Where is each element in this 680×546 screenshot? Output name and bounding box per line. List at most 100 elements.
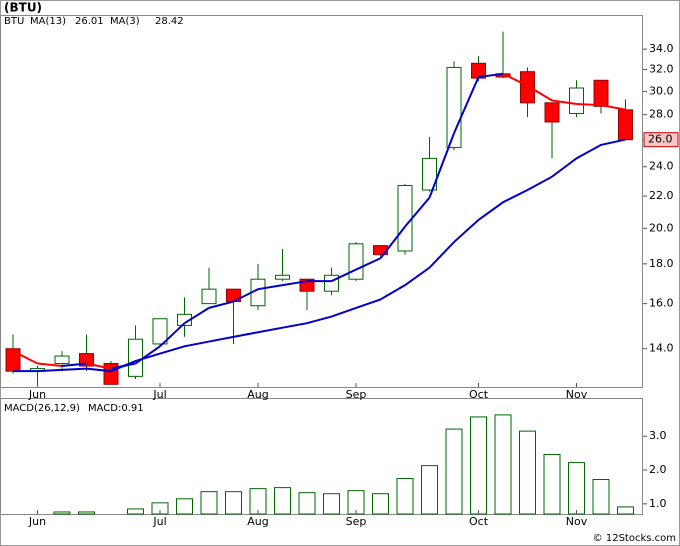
macd-bar: [592, 479, 610, 515]
y-tick-label: 2.0: [649, 463, 667, 476]
ma-segment: [37, 362, 63, 368]
macd-bar: [176, 498, 193, 515]
macd-legend: MACD:0.91: [88, 403, 144, 414]
macd-bar: [249, 488, 267, 515]
last-price-box: [643, 132, 679, 148]
ma-segment: [478, 72, 504, 79]
candle-body: [422, 157, 437, 191]
candle-body: [275, 274, 290, 280]
ma-segment: [379, 225, 406, 259]
candle-body: [593, 79, 609, 107]
y-tick-label: 32.0: [649, 63, 674, 76]
y-tick-label: 20.0: [649, 221, 674, 234]
macd-bar: [494, 414, 512, 515]
x-tick-label: Aug: [247, 515, 268, 528]
ma-segment: [61, 362, 87, 368]
macd-bar: [53, 511, 71, 515]
macd-bar: [470, 416, 487, 515]
x-tick-label: Jun: [28, 388, 46, 401]
ma-segment: [600, 104, 626, 111]
candle-body: [54, 355, 70, 365]
x-tick-label: Nov: [566, 515, 588, 528]
x-tick-label: Jul: [152, 388, 166, 401]
y-tick-label: 1.0: [649, 497, 667, 510]
ma-segment: [526, 84, 553, 102]
macd-bar: [421, 465, 438, 515]
macd-bar: [151, 502, 169, 515]
last-price-label: 26.0: [648, 133, 673, 146]
macd-bar: [519, 430, 536, 515]
candle-body: [348, 243, 364, 280]
macd-bar: [396, 477, 414, 515]
x-tick-label: Aug: [247, 388, 268, 401]
x-tick-label: Jul: [152, 515, 166, 528]
y-tick-label: 14.0: [649, 342, 674, 355]
candle-body: [569, 87, 584, 114]
ma-segment: [12, 350, 38, 365]
x-tick-label: Oct: [469, 515, 489, 528]
candle-body: [201, 288, 217, 305]
ma-segment: [428, 132, 455, 198]
y-tick-label: 24.0: [649, 160, 674, 173]
ma-segment: [331, 268, 357, 283]
macd-bar: [445, 428, 463, 515]
y-tick-label: 3.0: [649, 429, 667, 442]
ma-segment: [453, 76, 480, 134]
legend-name: MA(13): [30, 16, 66, 27]
legend-name: MA(3): [110, 16, 140, 27]
y-tick-label: 22.0: [649, 189, 674, 202]
macd-bar: [347, 490, 365, 515]
macd-bar: [274, 487, 291, 515]
ma-segment: [576, 102, 602, 107]
footer: © 12Stocks.com: [593, 533, 676, 544]
macd-bar: [78, 511, 95, 515]
macd-bar: [568, 462, 585, 515]
x-tick-label: Nov: [566, 388, 588, 401]
ma-segment: [257, 284, 283, 291]
x-tick-label: Sep: [346, 515, 367, 528]
ma-segment: [159, 322, 186, 348]
x-tick-label: Sep: [346, 388, 367, 401]
candle-body: [299, 278, 315, 292]
legend-value: 28.42: [155, 16, 184, 27]
x-tick-label: Oct: [469, 388, 489, 401]
ma-segment: [110, 362, 136, 370]
y-tick-label: 30.0: [649, 84, 674, 97]
ma-segment: [183, 307, 210, 325]
ma-segment: [233, 288, 259, 303]
indicator-label: MACD(26,12,9): [4, 403, 80, 414]
ma-segment: [551, 99, 577, 105]
macd-bar: [200, 491, 218, 515]
macd-bar: [127, 508, 144, 515]
candle-body: [544, 102, 560, 123]
y-tick-label: 18.0: [649, 257, 674, 270]
macd-bar: [617, 506, 634, 515]
legend-symbol: BTU: [4, 16, 24, 27]
macd-panel: [0, 398, 643, 515]
ma-segment: [404, 196, 431, 228]
y-tick-label: 16.0: [649, 297, 674, 310]
candle-body: [152, 318, 168, 345]
candle-body: [324, 274, 339, 292]
candle-body: [128, 338, 143, 377]
symbol-title: (BTU): [4, 1, 42, 15]
ma-segment: [355, 257, 381, 271]
macd-bar: [298, 492, 316, 515]
ma-segment: [134, 345, 161, 365]
macd-bar: [323, 493, 340, 515]
legend-value: 26.01: [75, 16, 104, 27]
ma-segment: [86, 362, 112, 370]
y-tick-label: 28.0: [649, 108, 674, 121]
y-tick-label: 34.0: [649, 42, 674, 55]
ma-segment: [502, 72, 528, 87]
candle-body: [618, 109, 633, 141]
candle-body: [397, 185, 413, 252]
ma-segment: [282, 280, 308, 287]
macd-bar: [225, 491, 242, 515]
macd-bar: [543, 453, 561, 515]
ma-line: [13, 138, 626, 373]
macd-bar: [372, 493, 389, 515]
ma-segment: [208, 300, 234, 309]
